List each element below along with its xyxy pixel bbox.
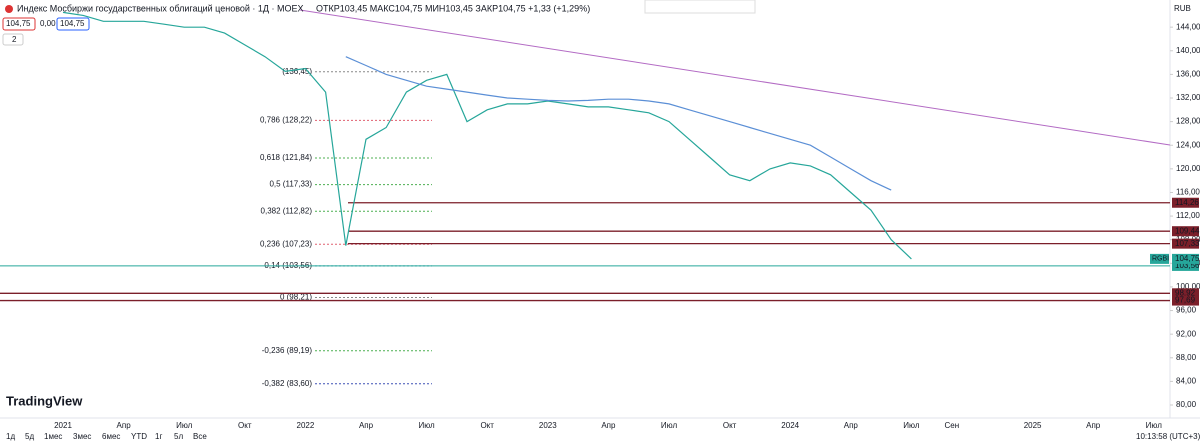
spread: 0,00 bbox=[40, 19, 56, 28]
fib-label: 0,618 (121,84) bbox=[260, 153, 312, 162]
x-tick-label: Апр bbox=[844, 421, 859, 430]
x-tick-label: Сен bbox=[944, 421, 959, 430]
y-tick-label: 120,00 bbox=[1176, 164, 1200, 173]
x-tick-label: Июл bbox=[661, 421, 678, 430]
x-tick-label: Окт bbox=[238, 421, 252, 430]
x-tick-label: Апр bbox=[117, 421, 132, 430]
range-button[interactable]: 6мес bbox=[102, 432, 120, 441]
ask: 104,75 bbox=[60, 19, 85, 28]
fib-label: 0,382 (112,82) bbox=[261, 206, 313, 215]
ohlc: ОТКР103,45 МАКС104,75 МИН103,45 ЗАКР104,… bbox=[316, 3, 590, 13]
plot: (136,45) 0,786 (128,22) 0,618 (121,84) 0,5 … bbox=[0, 11, 1170, 388]
x-tick-label: Июл bbox=[418, 421, 435, 430]
currency: RUB bbox=[1174, 4, 1191, 13]
clock: 10:13:58 (UTC+3) bbox=[1136, 432, 1200, 441]
x-tick-label: Окт bbox=[480, 421, 494, 430]
y-tick-label: 88,00 bbox=[1176, 353, 1197, 362]
last-name-tag bbox=[1150, 253, 1169, 264]
x-tick-label: Апр bbox=[601, 421, 616, 430]
fib-label: 0,5 (117,33) bbox=[269, 180, 312, 189]
y-tick-label: 128,00 bbox=[1176, 117, 1200, 126]
level-label: 109,44 bbox=[1175, 226, 1200, 235]
y-tick-label: 96,00 bbox=[1176, 306, 1197, 315]
bid: 104,75 bbox=[6, 19, 31, 28]
fib-label: (136,45) bbox=[282, 67, 312, 76]
flag-icon bbox=[5, 5, 13, 13]
symbol-title: Индекс Мосбиржи государственных облигаци… bbox=[17, 3, 304, 13]
x-tick-label: Апр bbox=[1086, 421, 1101, 430]
y-tick-label: 140,00 bbox=[1176, 46, 1200, 55]
range-button[interactable]: Все bbox=[193, 432, 207, 441]
price-line bbox=[62, 11, 912, 260]
level-tag bbox=[1172, 226, 1199, 237]
x-tick-label: Апр bbox=[359, 421, 374, 430]
range-button[interactable]: 1г bbox=[155, 432, 162, 441]
price-line bbox=[345, 56, 892, 191]
level-tag bbox=[1172, 197, 1199, 208]
level-label: 98,92 bbox=[1175, 288, 1196, 297]
level-tag bbox=[1172, 288, 1199, 299]
y-tick-label: 136,00 bbox=[1176, 69, 1200, 78]
level-label: 114,26 bbox=[1175, 198, 1199, 207]
last-price-tag bbox=[1172, 253, 1199, 264]
fib-label: 0 (98,21) bbox=[280, 293, 312, 302]
last-name: RGBI bbox=[1152, 256, 1169, 263]
y-tick-label: 80,00 bbox=[1176, 400, 1197, 409]
fib-label: -0,382 (83,60) bbox=[262, 379, 313, 388]
x-tick-label: Июл bbox=[903, 421, 920, 430]
x-tick-label: 2025 bbox=[1024, 421, 1042, 430]
range-button[interactable]: 1д bbox=[6, 432, 15, 441]
ask-box[interactable] bbox=[56, 17, 90, 31]
support-label: 103,56 bbox=[1175, 261, 1200, 270]
y-tick-label: 84,00 bbox=[1176, 377, 1197, 386]
x-tick-label: 2022 bbox=[297, 421, 315, 430]
y-tick-label: 132,00 bbox=[1176, 93, 1200, 102]
x-tick-label: Июл bbox=[176, 421, 193, 430]
last-price-label: 104,75 bbox=[1175, 254, 1200, 263]
range-toolbar: 1д 5д 1мес 3мес 6мес YTD 1г 5л Все bbox=[6, 432, 207, 441]
indicator-toggle[interactable] bbox=[2, 33, 24, 46]
y-tick-label: 112,00 bbox=[1176, 211, 1200, 220]
support-tag bbox=[1172, 260, 1199, 271]
y-tick-label: 100,00 bbox=[1176, 282, 1200, 291]
drawing-toolbar[interactable] bbox=[644, 0, 756, 14]
range-button[interactable]: 5д bbox=[25, 432, 34, 441]
indicator-count: 2 bbox=[12, 35, 17, 44]
y-tick-label: 144,00 bbox=[1176, 22, 1200, 31]
x-tick-label: Окт bbox=[723, 421, 737, 430]
level-tag bbox=[1172, 238, 1199, 249]
fib-label: 0,786 (128,22) bbox=[260, 115, 312, 124]
range-button[interactable]: YTD bbox=[131, 432, 147, 441]
y-tick-label: 116,00 bbox=[1176, 188, 1200, 197]
fib-label: 0,236 (107,23) bbox=[260, 239, 312, 248]
x-tick-label: 2024 bbox=[781, 421, 799, 430]
level-label: 97,69 bbox=[1175, 296, 1196, 305]
logo[interactable]: TradingView bbox=[6, 393, 83, 408]
range-button[interactable]: 1мес bbox=[44, 432, 62, 441]
trend-line[interactable] bbox=[299, 9, 1171, 146]
fib-label: -0,236 (89,19) bbox=[262, 346, 313, 355]
level-label: 107,33 bbox=[1175, 239, 1200, 248]
y-tick-label: 92,00 bbox=[1176, 329, 1197, 338]
range-button[interactable]: 5л bbox=[174, 432, 183, 441]
range-button[interactable]: 3мес bbox=[73, 432, 91, 441]
x-tick-label: 2023 bbox=[539, 421, 557, 430]
bid-box[interactable] bbox=[2, 17, 36, 31]
x-tick-label: Июл bbox=[1146, 421, 1163, 430]
y-tick-label: 124,00 bbox=[1176, 140, 1200, 149]
level-tag bbox=[1172, 295, 1199, 306]
x-tick-label: 2021 bbox=[54, 421, 72, 430]
